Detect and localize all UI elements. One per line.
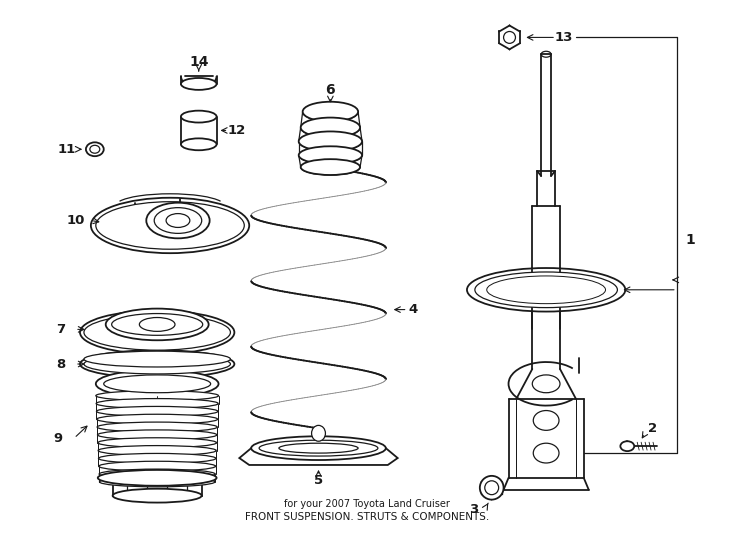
Ellipse shape [301,118,360,137]
Text: 14: 14 [189,55,208,69]
Ellipse shape [311,426,325,441]
Text: 12: 12 [228,124,245,137]
Ellipse shape [480,476,504,500]
Text: 3: 3 [469,503,479,516]
Ellipse shape [98,446,217,455]
Ellipse shape [84,314,230,350]
Ellipse shape [99,461,216,471]
Ellipse shape [181,111,217,123]
Ellipse shape [484,481,498,495]
Text: for your 2007 Toyota Land Cruiser: for your 2007 Toyota Land Cruiser [284,498,450,509]
Ellipse shape [154,208,202,233]
Ellipse shape [96,202,244,249]
Text: 6: 6 [326,83,335,97]
Ellipse shape [279,443,358,453]
Text: 4: 4 [409,303,418,316]
Ellipse shape [91,198,250,253]
Ellipse shape [96,407,218,416]
Ellipse shape [251,436,386,460]
Ellipse shape [96,391,219,401]
Ellipse shape [99,469,215,479]
Text: 8: 8 [57,357,66,370]
Ellipse shape [534,410,559,430]
Ellipse shape [97,422,217,432]
Ellipse shape [112,489,202,503]
Text: FRONT SUSPENSION. STRUTS & COMPONENTS.: FRONT SUSPENSION. STRUTS & COMPONENTS. [245,512,489,522]
Ellipse shape [84,354,230,374]
Ellipse shape [299,146,362,164]
Ellipse shape [620,441,634,451]
Ellipse shape [84,351,230,367]
Ellipse shape [97,414,217,424]
Text: 1: 1 [686,233,696,247]
Text: 13: 13 [555,31,573,44]
Ellipse shape [96,399,218,408]
Ellipse shape [139,318,175,332]
Ellipse shape [487,276,606,303]
Ellipse shape [146,202,210,238]
Ellipse shape [98,454,216,463]
Text: 5: 5 [314,474,323,487]
Ellipse shape [302,102,358,122]
Ellipse shape [80,350,234,378]
Ellipse shape [99,477,215,487]
Text: 11: 11 [58,143,76,156]
Ellipse shape [90,145,100,153]
Ellipse shape [475,272,617,308]
Ellipse shape [98,438,217,448]
Ellipse shape [98,430,217,440]
Ellipse shape [181,78,217,90]
Ellipse shape [112,314,203,335]
Ellipse shape [166,214,190,227]
Ellipse shape [98,470,217,486]
Ellipse shape [299,131,362,151]
Ellipse shape [103,375,211,393]
Ellipse shape [259,440,378,456]
Ellipse shape [96,370,219,397]
Ellipse shape [534,443,559,463]
Ellipse shape [467,268,625,312]
Ellipse shape [181,138,217,150]
Ellipse shape [301,159,360,175]
Ellipse shape [80,310,234,354]
Text: 10: 10 [67,214,85,227]
Ellipse shape [532,375,560,393]
Text: 9: 9 [54,432,63,445]
Ellipse shape [86,143,103,156]
Ellipse shape [106,308,208,340]
Text: 2: 2 [648,422,658,435]
Text: 7: 7 [57,323,66,336]
